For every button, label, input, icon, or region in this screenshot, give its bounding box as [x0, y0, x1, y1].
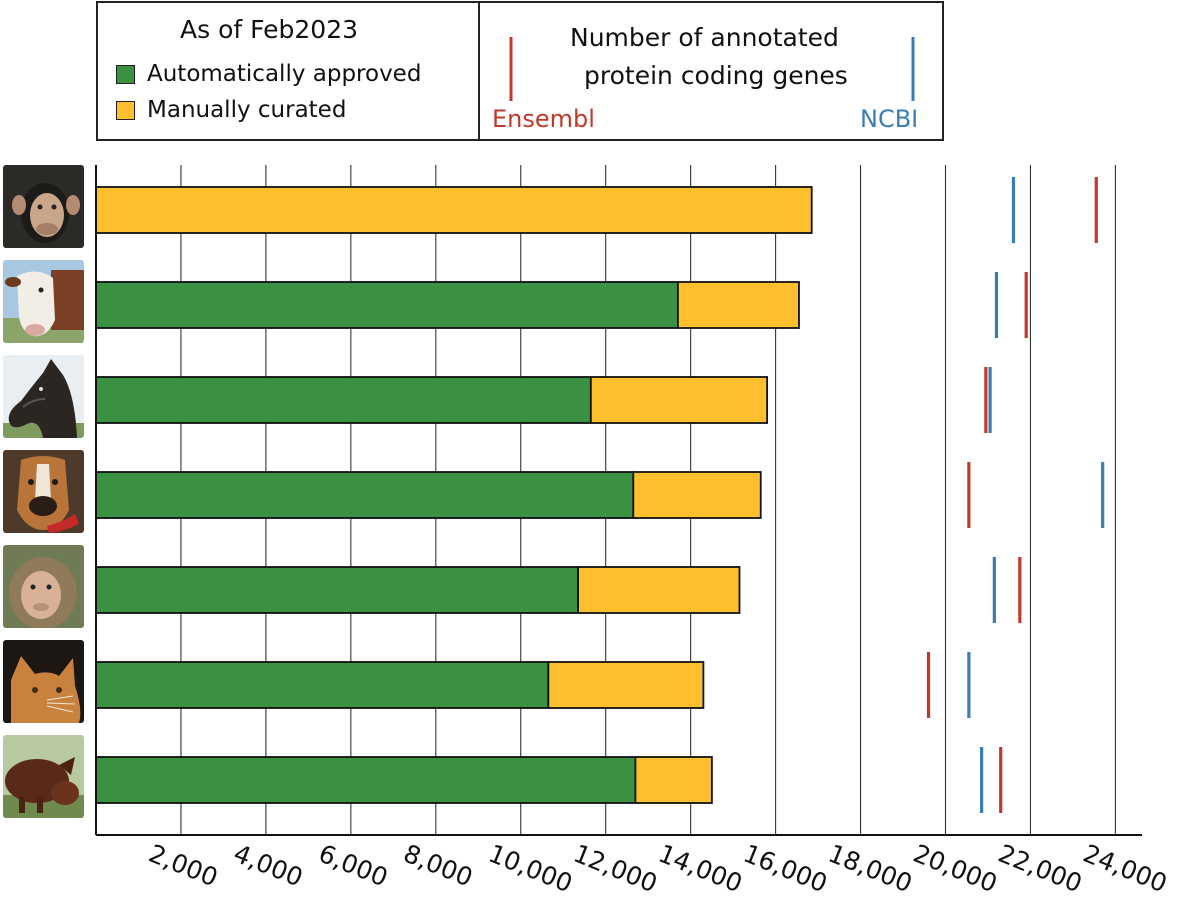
legend-item-manual: Manually curated — [116, 97, 346, 123]
cat-image — [3, 640, 84, 723]
x-tick-label-24000: 24,000 — [1079, 839, 1171, 899]
axes — [95, 165, 1142, 836]
reference-title-line1: Number of annotated — [570, 23, 839, 52]
bar-macaque-manual — [577, 566, 741, 614]
bar-macaque-automatic — [95, 566, 579, 614]
macaque-image — [3, 545, 84, 628]
reference-title-line2: protein coding genes — [584, 61, 848, 90]
bar-cow-automatic — [95, 281, 679, 329]
reference-legend-box: Number of annotated protein coding genes… — [478, 1, 944, 141]
x-tick-label-4000: 4,000 — [230, 839, 307, 893]
x-tick-label-20000: 20,000 — [909, 839, 1001, 899]
x-tick-label-8000: 8,000 — [400, 839, 477, 893]
swatch-automatic — [116, 64, 135, 84]
x-tick-label-14000: 14,000 — [654, 839, 746, 899]
bar-pig-manual — [634, 756, 713, 804]
legend-label-manual: Manually curated — [147, 97, 347, 123]
bar-chimpanzee-manual — [95, 186, 813, 234]
reference-lines — [926, 177, 1105, 813]
bar-dog-automatic — [95, 471, 635, 519]
pig-image — [3, 735, 84, 818]
bar-cat-automatic — [95, 661, 550, 709]
bar-cat-manual — [547, 661, 705, 709]
x-tick-label-10000: 10,000 — [485, 839, 577, 899]
x-tick-label-16000: 16,000 — [739, 839, 831, 899]
legend-label-automatic: Automatically approved — [147, 61, 422, 87]
chimpanzee-image — [3, 165, 84, 248]
x-tick-label-6000: 6,000 — [315, 839, 392, 893]
bars — [95, 186, 813, 804]
bar-horse-manual — [589, 376, 769, 424]
x-tick-label-12000: 12,000 — [569, 839, 661, 899]
legend-item-automatic: Automatically approved — [116, 61, 421, 87]
bar-horse-automatic — [95, 376, 592, 424]
legend-title: As of Feb2023 — [180, 15, 359, 44]
x-tick-label-22000: 22,000 — [994, 839, 1086, 899]
legend-box: As of Feb2023 Automatically approved Man… — [96, 1, 480, 141]
x-tick-label-18000: 18,000 — [824, 839, 916, 899]
ncbi-label: NCBI — [860, 105, 919, 133]
swatch-manual — [116, 100, 135, 120]
dog-image — [3, 450, 84, 533]
bar-dog-manual — [632, 471, 762, 519]
cow-image — [3, 260, 84, 343]
reference-legend-marks — [509, 37, 915, 101]
x-tick-labels: 2,000 4,000 6,000 8,000 10,00012,00014,00016… — [145, 839, 1171, 899]
ensembl-label: Ensembl — [492, 105, 595, 133]
bar-cow-manual — [677, 281, 800, 329]
bar-pig-automatic — [95, 756, 637, 804]
horse-image — [3, 355, 84, 438]
x-tick-label-2000: 2,000 — [145, 839, 222, 893]
